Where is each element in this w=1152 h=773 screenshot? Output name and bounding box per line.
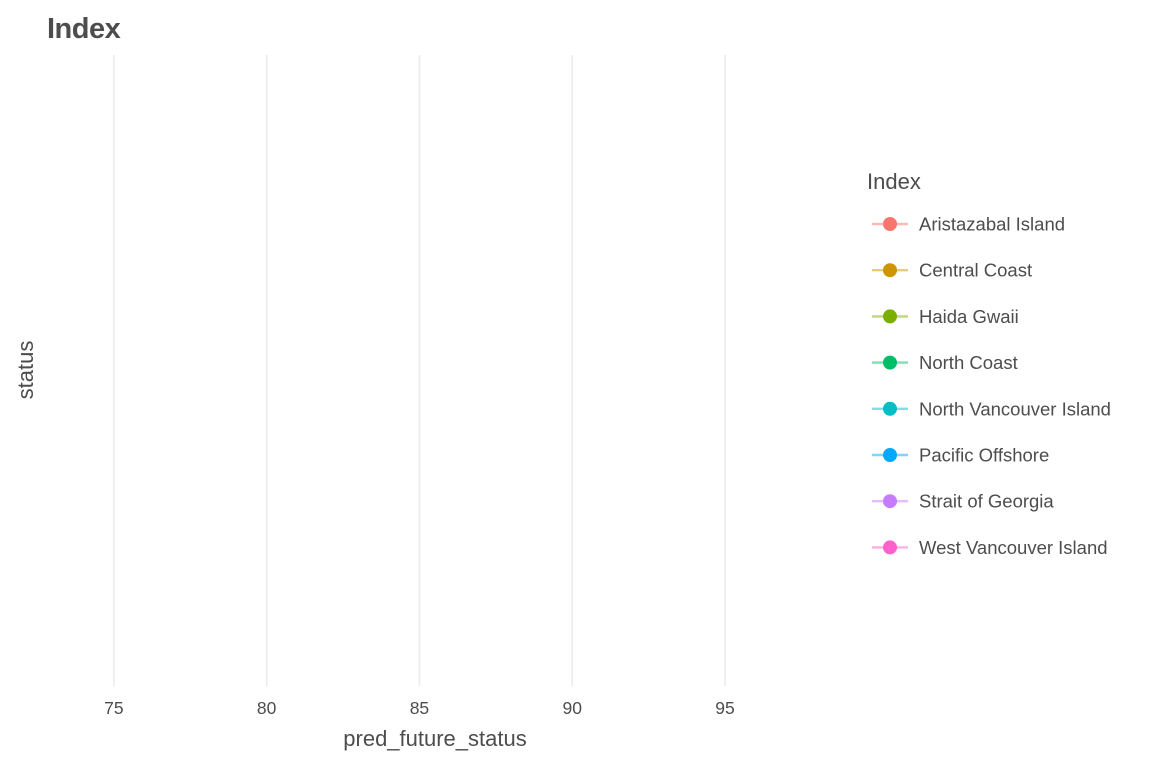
legend-key-point [883,401,897,416]
legend-title: Index [867,169,921,194]
y-axis-label: status [13,341,38,400]
x-tick-label: 95 [715,698,734,718]
x-tick-label: 80 [257,698,277,718]
legend-key-point [883,263,897,278]
x-axis-label: pred_future_status [343,726,526,751]
legend-entry-label: North Vancouver Island [919,398,1111,419]
legend-entry-label: Strait of Georgia [919,491,1054,512]
x-axis-ticks: 75 80 85 90 95 [104,698,735,718]
legend-entry-label: Aristazabal Island [919,214,1065,235]
legend-entry: Central Coast [872,260,1032,281]
legend-entry-label: Haida Gwaii [919,306,1019,327]
legend-key-point [883,448,897,462]
legend-key-point [883,217,897,231]
legend-entry: Haida Gwaii [872,306,1019,327]
legend-entry-label: Pacific Offshore [919,445,1049,466]
legend-key-point [883,355,897,370]
gridlines [113,55,726,686]
legend-key-point [883,309,897,324]
legend-entry: Strait of Georgia [872,491,1054,512]
legend-entry: North Coast [872,352,1018,373]
legend-entry: Pacific Offshore [872,445,1049,466]
legend-entry-label: North Coast [919,352,1018,373]
x-tick-label: 85 [410,698,429,718]
legend-entry: West Vancouver Island [872,537,1108,558]
x-tick-label: 75 [104,698,123,718]
x-tick-label: 90 [563,698,583,718]
legend-entry: North Vancouver Island [872,398,1111,419]
legend-entry-label: West Vancouver Island [919,537,1108,558]
legend-entry: Aristazabal Island [872,214,1065,235]
legend-key-point [883,494,897,509]
legend-entry-label: Central Coast [919,260,1032,281]
legend: Index Aristazabal Island Central Coast Hai… [867,169,1111,558]
legend-key-point [883,540,897,555]
chart-title: Index [47,13,121,45]
